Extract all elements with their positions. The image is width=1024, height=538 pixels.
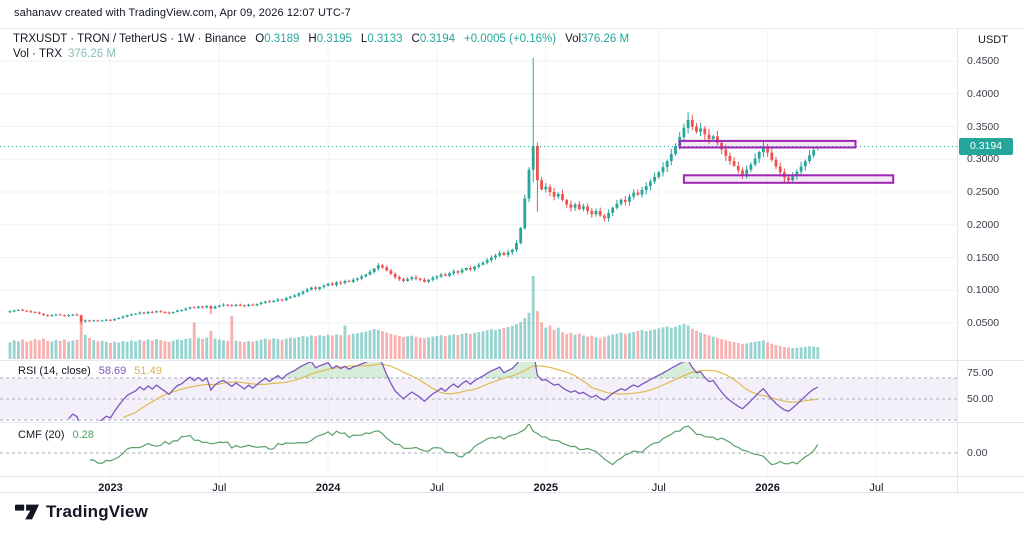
- tradingview-logo-icon: [15, 504, 39, 520]
- time-tick-label: 2025: [533, 482, 559, 494]
- rsi-axis-label: 75.00: [967, 366, 994, 379]
- time-tick-label: Jul: [429, 482, 444, 494]
- last-price-badge: 0.3194: [959, 138, 1013, 155]
- close-value: C0.3194: [411, 33, 456, 45]
- tradingview-logo-text: TradingView: [46, 502, 149, 521]
- symbol-legend: TRXUSDT · TRON / TetherUS · 1W · Binance…: [13, 33, 629, 45]
- time-tick-label: 2023: [98, 482, 123, 494]
- time-tick-label: Jul: [212, 482, 227, 494]
- price-axis[interactable]: USDT 0.3194 0.4500 0.4000 0.3500 0.3000 0.25…: [958, 29, 1024, 494]
- rsi-ma-line: [122, 363, 818, 418]
- attribution: sahanavv created with TradingView.com, A…: [14, 7, 351, 19]
- pane-separator-rsi-cmf[interactable]: [0, 422, 1024, 423]
- price-tick-label: 0.3500: [967, 120, 1000, 133]
- candles-layer: [8, 57, 820, 325]
- volume-legend: Vol · TRX 376.26 M: [13, 48, 116, 60]
- rsi-axis-label: 50.00: [967, 393, 994, 405]
- price-tick-label: 0.2000: [967, 218, 1000, 231]
- volume-bars: [8, 276, 820, 360]
- time-tick-label: Jul: [869, 482, 884, 494]
- low-value: L0.3133: [360, 33, 403, 45]
- rsi-legend: RSI (14, close) 58.69 51.49: [18, 365, 162, 377]
- symbol-title[interactable]: TRXUSDT · TRON / TetherUS · 1W · Binance: [13, 33, 247, 45]
- cmf-legend: CMF (20) 0.28: [18, 429, 94, 441]
- cmf-axis-label: 0.00: [967, 447, 988, 459]
- time-tick-label: Jul: [651, 482, 666, 494]
- open-value: O0.3189: [255, 33, 300, 45]
- change-value: +0.0005 (+0.16%): [464, 33, 557, 45]
- price-tick-label: 0.4500: [967, 55, 1000, 67]
- chart-container: TRXUSDT · TRON / TetherUS · 1W · Binance…: [0, 28, 1024, 494]
- resistance-zone-rect[interactable]: [678, 139, 857, 149]
- volume-value: Vol376.26 M: [565, 33, 630, 45]
- price-axis-border: [957, 29, 958, 494]
- support-zone-rect[interactable]: [682, 174, 895, 184]
- gridlines: [0, 29, 958, 476]
- cmf-value: 0.28: [72, 429, 94, 441]
- price-tick-label: 0.1500: [967, 251, 1000, 264]
- chart-canvas[interactable]: [0, 29, 958, 494]
- cmf-line: [89, 424, 819, 466]
- rsi-ma-value: 51.49: [134, 365, 162, 377]
- price-tick-label: 0.2500: [967, 186, 1000, 198]
- rsi-line: [68, 362, 819, 421]
- price-tick-label: 0.1000: [967, 284, 1000, 297]
- cmf-title[interactable]: CMF (20): [18, 429, 65, 441]
- time-tick-label: 2026: [755, 482, 780, 494]
- volume-legend-label[interactable]: Vol · TRX: [13, 48, 62, 60]
- rsi-title[interactable]: RSI (14, close): [18, 365, 91, 377]
- price-tick-label: 0.4000: [967, 87, 1000, 100]
- pane-separator-time-axis: [0, 476, 1024, 477]
- price-tick-label: 0.3000: [967, 153, 1000, 166]
- price-tick-label: 0.0500: [967, 317, 1000, 329]
- tradingview-logo[interactable]: TradingView: [15, 502, 148, 522]
- time-axis[interactable]: 2023 Jul 2024 Jul 2025 Jul 2026 Jul: [0, 476, 958, 494]
- volume-legend-value: 376.26 M: [68, 48, 116, 60]
- rsi-value: 58.69: [98, 365, 127, 377]
- time-tick-label: 2024: [315, 482, 341, 494]
- rsi-band: [0, 378, 958, 420]
- price-axis-currency: USDT: [978, 34, 1008, 46]
- pane-separator-main-rsi[interactable]: [0, 360, 1024, 361]
- high-value: H0.3195: [308, 33, 352, 45]
